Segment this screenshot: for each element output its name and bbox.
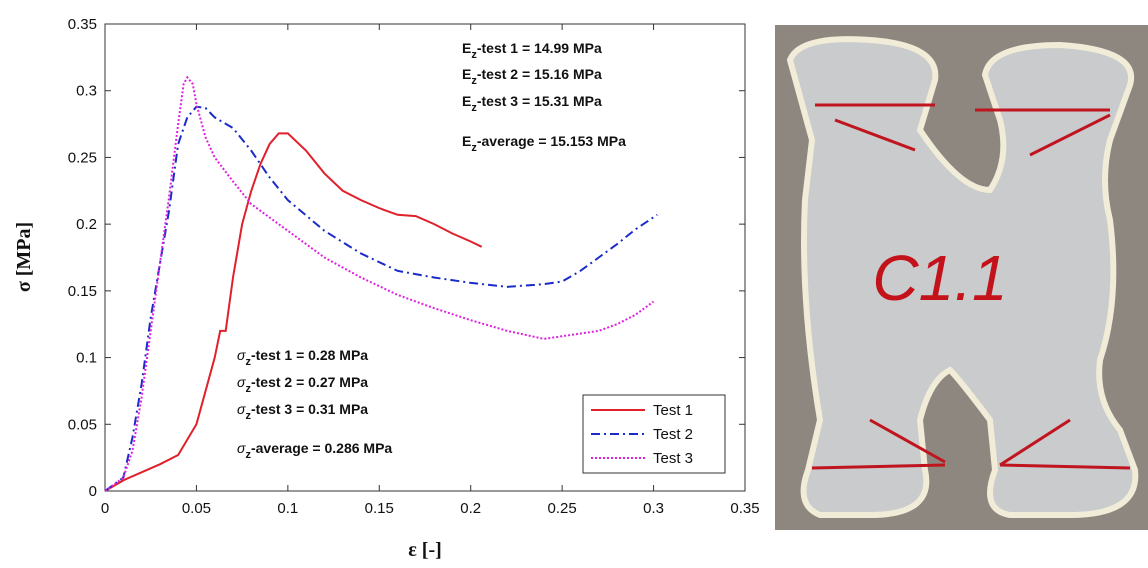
annotation-symbol: σ [237, 401, 246, 417]
annotation-sub: z [471, 142, 477, 154]
y-tick-label: 0.35 [68, 16, 97, 33]
series-line [104, 132, 483, 492]
x-tick-label: 0.25 [548, 500, 577, 517]
y-axis-label: σ [MPa] [13, 222, 35, 292]
legend-label: Test 3 [653, 450, 693, 467]
y-tick-label: 0.1 [76, 350, 97, 367]
annotation-sub: z [245, 356, 251, 368]
series-line [104, 105, 658, 492]
y-tick-label: 0.2 [76, 216, 97, 233]
annotation-text: -test 3 = 0.31 MPa [251, 401, 368, 417]
x-tick-label: 0.35 [730, 500, 759, 517]
x-tick-label: 0.3 [643, 500, 664, 517]
annotation-symbol: σ [237, 347, 246, 363]
y-tick-label: 0.05 [68, 416, 97, 433]
annotation-sub: z [471, 49, 477, 61]
annotation-text: -test 1 = 0.28 MPa [251, 347, 368, 363]
x-tick-label: 0.15 [365, 500, 394, 517]
annotation-symbol: E [462, 93, 471, 109]
specimen [786, 36, 1139, 518]
annotation-sub: z [471, 75, 477, 87]
annotation-text: -average = 15.153 MPa [477, 133, 626, 149]
annotation-text: -average = 0.286 MPa [251, 440, 392, 456]
photo: C1.1 [775, 25, 1148, 530]
legend-label: Test 1 [653, 402, 693, 419]
series-line [104, 75, 655, 492]
x-tick-label: 0.05 [182, 500, 211, 517]
annotation-symbol: σ [237, 374, 246, 390]
x-tick-label: 0.1 [277, 500, 298, 517]
annotation: Ez-test 2 = 15.16 MPa [462, 66, 602, 87]
annotation-symbol: σ [237, 440, 246, 456]
annotation-sub: z [471, 102, 477, 114]
x-tick-label: 0.2 [460, 500, 481, 517]
marker-lines [811, 103, 1131, 470]
legend-box [582, 394, 726, 474]
annotation: σz-test 1 = 0.28 MPa [237, 347, 368, 368]
annotation: Ez-test 1 = 14.99 MPa [462, 40, 602, 61]
annotation-text: -test 2 = 0.27 MPa [251, 374, 368, 390]
y-tick-label: 0 [89, 483, 97, 500]
x-axis-label: ε [-] [408, 539, 442, 561]
annotation-symbol: E [462, 66, 471, 82]
annotation-text: -test 2 = 15.16 MPa [477, 66, 602, 82]
annotation: Ez-test 3 = 15.31 MPa [462, 93, 602, 114]
annotation: σz-test 3 = 0.31 MPa [237, 401, 368, 422]
annotation-symbol: E [462, 40, 471, 56]
annotation-sub: z [245, 410, 251, 422]
annotation-symbol: E [462, 133, 471, 149]
y-tick-label: 0.15 [68, 283, 97, 300]
photo-label: C1.1 [872, 242, 1007, 314]
y-tick-label: 0.3 [76, 83, 97, 100]
y-tick-label: 0.25 [68, 149, 97, 166]
annotation-sub: z [245, 383, 251, 395]
annotation-text: -test 1 = 14.99 MPa [477, 40, 602, 56]
annotation: Ez-average = 15.153 MPa [462, 133, 626, 154]
annotation-sub: z [245, 449, 251, 461]
annotation: σz-test 2 = 0.27 MPa [237, 374, 368, 395]
annotation: σz-average = 0.286 MPa [237, 440, 392, 461]
legend-label: Test 2 [653, 426, 693, 443]
x-tick-label: 0 [101, 500, 109, 517]
annotation-text: -test 3 = 15.31 MPa [477, 93, 602, 109]
